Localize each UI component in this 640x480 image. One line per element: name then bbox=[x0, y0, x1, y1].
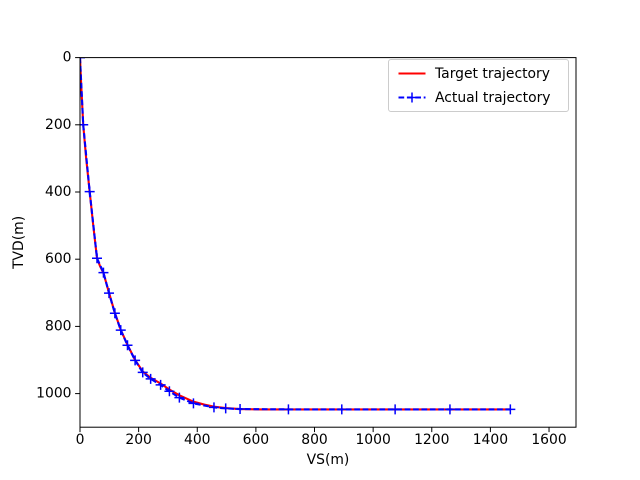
y-tick-label: 200 bbox=[45, 117, 72, 133]
legend-item-actual: Actual trajectory bbox=[398, 88, 559, 107]
legend-sample-target-line-icon bbox=[398, 72, 426, 75]
actual-trajectory-markers bbox=[80, 57, 516, 415]
y-tick-label: 800 bbox=[45, 318, 72, 334]
y-tick-label: 600 bbox=[45, 251, 72, 267]
y-tick-label: 0 bbox=[63, 50, 72, 66]
y-axis-label: TVD(m) bbox=[11, 216, 27, 270]
legend-item-target: Target trajectory bbox=[398, 64, 559, 83]
series-layer bbox=[80, 57, 516, 415]
x-tick-label: 800 bbox=[301, 432, 328, 448]
legend: Target trajectory Actual trajectory bbox=[388, 59, 569, 112]
x-tick-label: 1000 bbox=[355, 432, 390, 448]
legend-label-target: Target trajectory bbox=[435, 65, 550, 82]
x-tick-label: 1600 bbox=[531, 432, 566, 448]
actual-trajectory-line bbox=[80, 57, 511, 411]
legend-sample-actual-line-icon bbox=[398, 92, 426, 103]
x-axis-label: VS(m) bbox=[307, 452, 350, 468]
x-tick-label: 600 bbox=[243, 432, 270, 448]
x-tick-label: 1200 bbox=[414, 432, 449, 448]
x-tick-label: 400 bbox=[184, 432, 211, 448]
legend-label-actual: Actual trajectory bbox=[435, 89, 551, 106]
x-tick-label: 0 bbox=[76, 432, 85, 448]
axes-layer: 0 200 400 600 800 1000 1200 1400 1600 0 200 400 600 8… bbox=[36, 50, 567, 448]
y-tick-label: 1000 bbox=[36, 386, 71, 402]
y-tick-label: 400 bbox=[45, 184, 72, 200]
plot-frame bbox=[79, 57, 577, 428]
x-tick-label: 200 bbox=[125, 432, 152, 448]
x-tick-label: 1400 bbox=[473, 432, 508, 448]
